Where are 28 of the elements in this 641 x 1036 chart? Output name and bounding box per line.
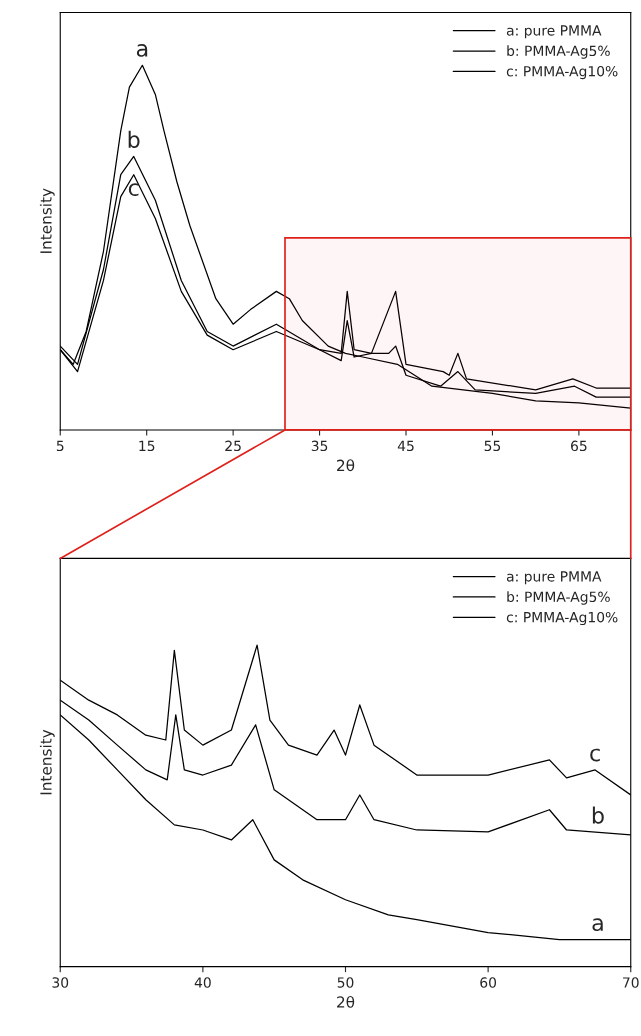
y-axis-title: Intensity xyxy=(39,729,55,795)
x-tick-label: 15 xyxy=(139,440,155,452)
y-axis-title: Intensity xyxy=(39,188,55,253)
annotation: b xyxy=(592,806,604,824)
x-tick-label: 65 xyxy=(571,440,587,452)
legend-label: b: PMMA-Ag5% xyxy=(507,45,610,59)
legend-label: c: PMMA-Ag10% xyxy=(506,611,618,626)
x-tick-label: 30 xyxy=(52,977,69,988)
x-tick-label: 5 xyxy=(56,440,64,452)
x-axis-title: 2θ xyxy=(337,995,355,1008)
x-tick-label: 55 xyxy=(484,440,501,452)
x-axis-title: 2θ xyxy=(337,459,355,472)
x-tick-label: 25 xyxy=(225,440,241,452)
legend-label: b: PMMA-Ag5% xyxy=(507,591,610,605)
annotation: b xyxy=(128,130,140,148)
x-tick-label: 45 xyxy=(397,440,414,452)
legend-label: c: PMMA-Ag10% xyxy=(506,65,618,80)
x-tick-label: 70 xyxy=(623,977,639,988)
x-tick-label: 50 xyxy=(337,977,354,988)
annotation: c xyxy=(128,183,139,197)
annotation: a xyxy=(136,44,148,57)
legend-label: a: pure PMMA xyxy=(506,571,602,585)
x-tick-label: 40 xyxy=(194,977,211,988)
annotation: a xyxy=(592,918,603,932)
legend-label: a: pure PMMA xyxy=(506,25,602,39)
x-tick-label: 60 xyxy=(480,977,497,988)
x-tick-label: 35 xyxy=(311,440,328,452)
annotation: c xyxy=(590,748,600,762)
